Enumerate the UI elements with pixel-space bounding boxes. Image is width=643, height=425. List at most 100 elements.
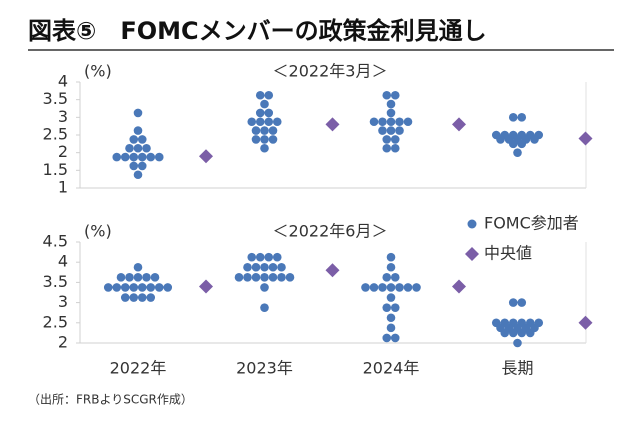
participant-dot bbox=[260, 143, 269, 153]
participant-dot bbox=[517, 139, 527, 149]
y-tick-label: 2 bbox=[58, 142, 68, 161]
participant-dot bbox=[260, 126, 269, 135]
y-tick-label: 4 bbox=[58, 252, 68, 271]
participant-dot bbox=[395, 126, 404, 135]
participant-dot bbox=[382, 273, 392, 282]
participant-dot bbox=[395, 283, 404, 292]
participant-dot bbox=[386, 293, 396, 302]
participant-dot bbox=[129, 152, 139, 162]
participant-dot bbox=[142, 273, 151, 282]
participant-dot bbox=[120, 283, 130, 292]
participant-dot bbox=[264, 117, 274, 127]
y-tick-label: 3.5 bbox=[43, 272, 68, 291]
participant-dot bbox=[508, 113, 518, 122]
participant-dot bbox=[390, 303, 400, 312]
x-tick-label: 長期 bbox=[501, 359, 533, 378]
participant-dot bbox=[386, 252, 396, 262]
y-unit-label: (%) bbox=[84, 222, 112, 241]
participant-dot bbox=[133, 126, 143, 135]
legend-swatch bbox=[465, 247, 479, 261]
median-marker bbox=[325, 263, 340, 278]
participant-dot bbox=[268, 273, 278, 282]
participant-dot bbox=[247, 252, 257, 262]
participant-dot bbox=[382, 333, 392, 343]
participant-dot bbox=[129, 135, 139, 144]
participant-dot bbox=[260, 273, 269, 282]
participant-dot bbox=[255, 108, 265, 118]
participant-dot bbox=[378, 117, 387, 127]
participant-dot bbox=[129, 293, 139, 302]
participant-dot bbox=[150, 273, 160, 282]
participant-dot bbox=[386, 99, 396, 109]
participant-dot bbox=[386, 313, 396, 323]
y-unit-label: (%) bbox=[84, 62, 112, 81]
participant-dot bbox=[251, 273, 261, 282]
x-tick-label: 2023年 bbox=[236, 359, 293, 378]
y-tick-label: 4.5 bbox=[43, 232, 68, 251]
participant-dot bbox=[517, 328, 527, 338]
participant-dot bbox=[260, 303, 269, 312]
participant-dot bbox=[369, 283, 379, 292]
participant-dot bbox=[260, 262, 269, 272]
participant-dot bbox=[243, 262, 252, 272]
participant-dot bbox=[268, 135, 278, 144]
participant-dot bbox=[255, 117, 265, 127]
y-tick-label: 3 bbox=[58, 107, 68, 126]
participant-dot bbox=[525, 328, 535, 338]
participant-dot bbox=[243, 273, 252, 282]
participant-dot bbox=[112, 283, 122, 292]
participant-dot bbox=[112, 152, 122, 162]
participant-dot bbox=[390, 143, 400, 153]
participant-dot bbox=[395, 117, 404, 127]
source-note: （出所：FRBよりSCGR作成） bbox=[28, 393, 193, 407]
participant-dot bbox=[390, 135, 400, 144]
median-marker bbox=[325, 117, 340, 132]
y-tick-label: 3 bbox=[58, 292, 68, 311]
participant-dot bbox=[137, 283, 147, 292]
participant-dot bbox=[386, 323, 396, 333]
participant-dot bbox=[508, 298, 518, 307]
participant-dot bbox=[137, 135, 147, 144]
participant-dot bbox=[500, 328, 510, 338]
participant-dot bbox=[133, 143, 143, 153]
participant-dot bbox=[272, 117, 282, 127]
participant-dot bbox=[496, 135, 505, 144]
participant-dot bbox=[272, 252, 282, 262]
participant-dot bbox=[378, 283, 387, 292]
participant-dot bbox=[382, 90, 392, 100]
participant-dot bbox=[285, 273, 295, 282]
participant-dot bbox=[125, 273, 134, 282]
panel-subtitle: ＜2022年3月＞ bbox=[273, 62, 388, 81]
participant-dot bbox=[382, 135, 392, 144]
y-tick-label: 1.5 bbox=[43, 160, 68, 179]
participant-dot bbox=[361, 283, 370, 292]
participant-dot bbox=[137, 152, 147, 162]
participant-dot bbox=[390, 273, 400, 282]
legend-label: 中央値 bbox=[484, 244, 532, 263]
participant-dot bbox=[260, 99, 269, 109]
median-marker bbox=[578, 131, 593, 146]
participant-dot bbox=[260, 135, 269, 144]
participant-dot bbox=[120, 293, 130, 302]
participant-dot bbox=[129, 283, 139, 292]
legend-label: FOMC参加者 bbox=[484, 214, 579, 233]
participant-dot bbox=[390, 333, 400, 343]
participant-dot bbox=[369, 117, 379, 127]
participant-dot bbox=[382, 143, 392, 153]
y-tick-label: 4 bbox=[58, 72, 68, 91]
page-title: 図表⑤ FOMCメンバーの政策金利見通し bbox=[28, 17, 487, 45]
median-marker bbox=[578, 315, 593, 330]
participant-dot bbox=[251, 262, 261, 272]
participant-dot bbox=[378, 126, 387, 135]
participant-dot bbox=[412, 283, 421, 292]
legend-swatch bbox=[467, 219, 477, 229]
y-tick-label: 3.5 bbox=[43, 89, 68, 108]
participant-dot bbox=[268, 126, 278, 135]
participant-dot bbox=[403, 283, 413, 292]
participant-dot bbox=[163, 283, 173, 292]
participant-dot bbox=[513, 148, 522, 157]
y-tick-label: 1 bbox=[58, 178, 68, 197]
participant-dot bbox=[260, 283, 269, 292]
y-tick-label: 2.5 bbox=[43, 125, 68, 144]
